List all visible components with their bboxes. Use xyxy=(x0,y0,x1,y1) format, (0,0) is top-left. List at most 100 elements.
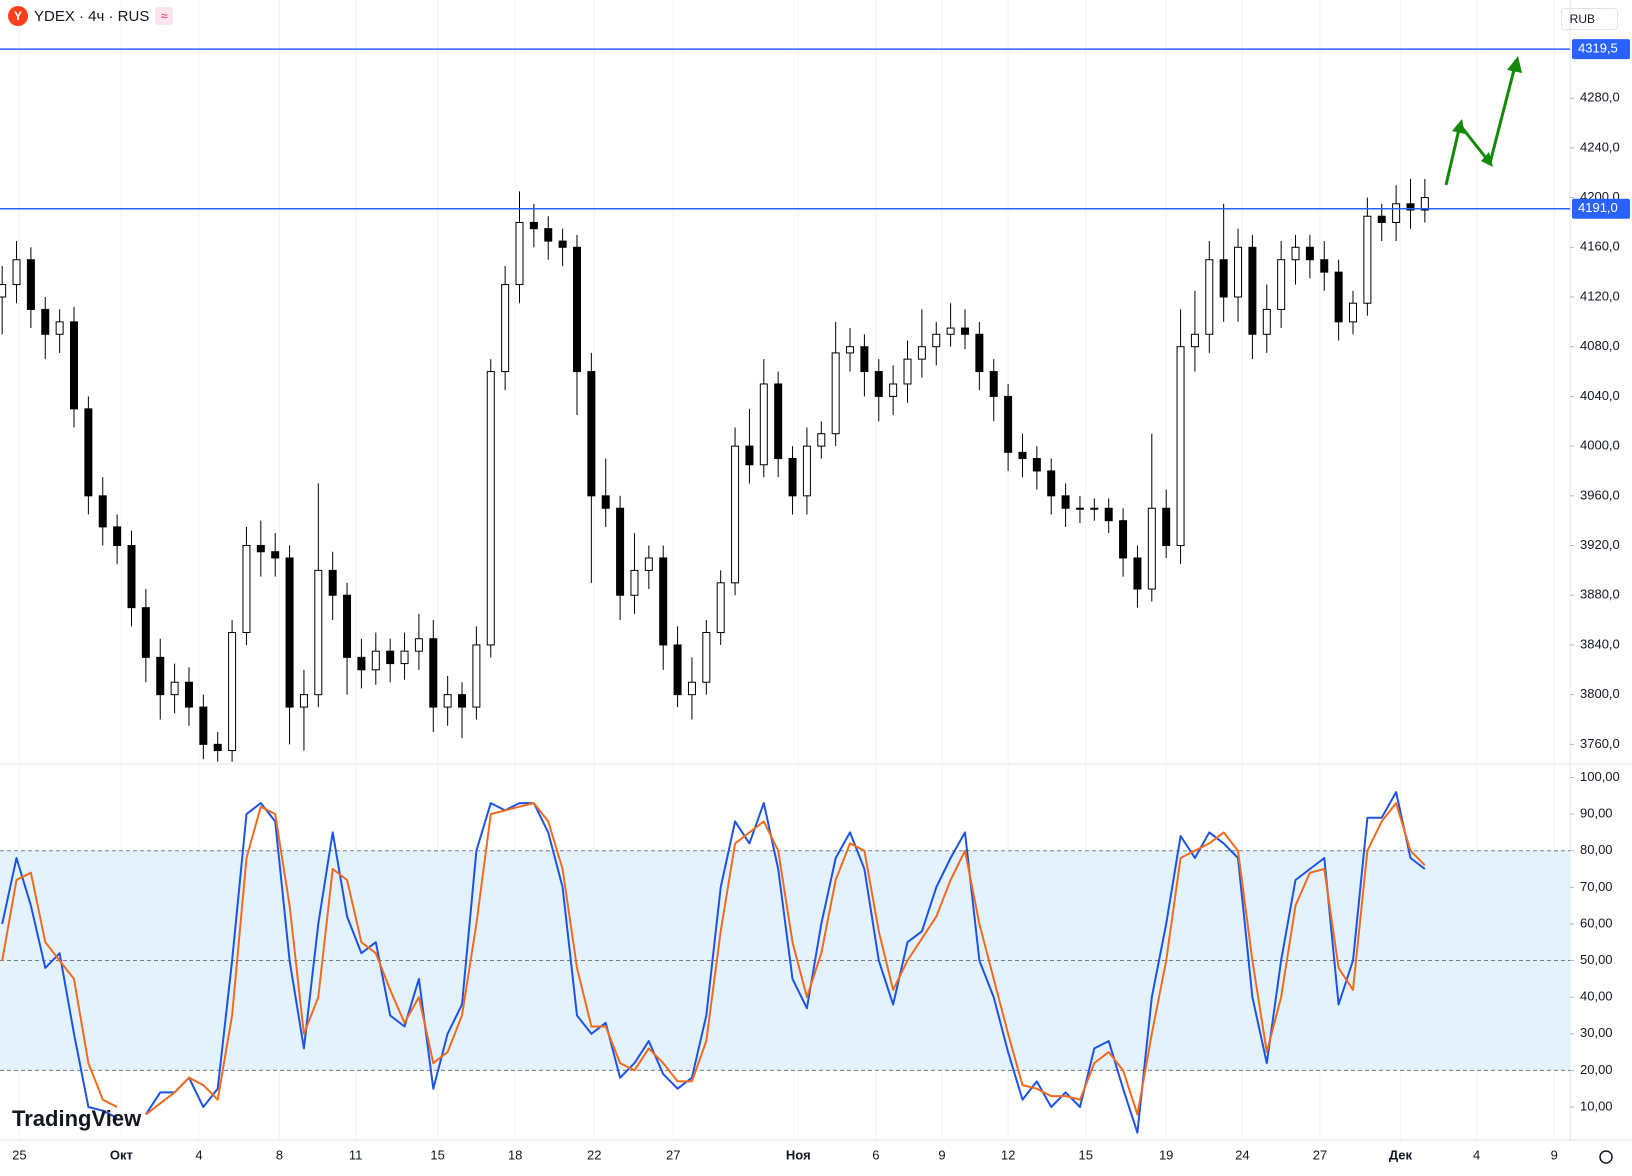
forecast-arrowhead xyxy=(1481,152,1493,167)
candle-body xyxy=(443,694,452,708)
candle-body xyxy=(472,644,481,708)
candle-body xyxy=(314,569,323,696)
x-tick-label: 8 xyxy=(276,1147,283,1162)
y-tick-label: 3800,0 xyxy=(1580,686,1620,701)
candle-body xyxy=(616,507,625,596)
candle-body xyxy=(989,371,998,397)
candle-body xyxy=(558,240,567,248)
candle-body xyxy=(486,371,495,646)
candle-body xyxy=(659,557,668,646)
candle-body xyxy=(0,284,7,298)
candle-body xyxy=(1147,507,1156,590)
candle-body xyxy=(141,607,150,658)
candle-body xyxy=(429,638,438,708)
candle-body xyxy=(903,358,912,385)
status-icon: ≈ xyxy=(155,7,174,25)
y-tick-label: 20,00 xyxy=(1580,1062,1613,1077)
candle-body xyxy=(975,333,984,373)
candle-body xyxy=(716,582,725,634)
candle-body xyxy=(874,371,883,397)
candle-body xyxy=(414,638,423,652)
candle-body xyxy=(731,445,740,584)
forecast-arrowhead xyxy=(1452,119,1465,134)
candle-body xyxy=(1234,246,1243,298)
candle-body xyxy=(70,321,79,410)
y-tick-label: 4120,0 xyxy=(1580,288,1620,303)
candle-body xyxy=(1305,246,1314,261)
candle-body xyxy=(271,551,280,559)
candle-body xyxy=(960,327,969,335)
y-tick-label: 10,00 xyxy=(1580,1098,1613,1113)
candle-body xyxy=(228,632,237,752)
candle-body xyxy=(1320,259,1329,273)
candle-body xyxy=(213,743,222,752)
currency-button[interactable]: RUB xyxy=(1560,8,1618,30)
candle-body xyxy=(41,308,50,335)
candle-body xyxy=(242,545,251,634)
candle-body xyxy=(601,495,610,509)
candle-body xyxy=(1392,203,1401,223)
candle-body xyxy=(860,346,869,373)
y-tick-label: 3920,0 xyxy=(1580,537,1620,552)
y-tick-label: 90,00 xyxy=(1580,806,1613,821)
level-label: 4319,5 xyxy=(1578,41,1618,56)
candle-body xyxy=(26,259,35,310)
candle-body xyxy=(199,706,208,745)
candle-body xyxy=(817,433,826,447)
x-tick-label: 11 xyxy=(349,1147,363,1162)
candle-body xyxy=(587,371,596,497)
candle-body xyxy=(1162,507,1171,547)
symbol-title: YDEX · 4ч · RUS xyxy=(34,7,150,25)
candle-body xyxy=(572,246,581,373)
x-tick-label: 15 xyxy=(430,1147,444,1162)
candle-body xyxy=(644,557,653,571)
x-tick-label: 9 xyxy=(1551,1147,1558,1162)
candle-body xyxy=(529,221,538,230)
y-tick-label: 70,00 xyxy=(1580,879,1613,894)
settings-icon[interactable] xyxy=(1599,1150,1613,1164)
watermark-text: TradingView xyxy=(12,1106,142,1131)
y-tick-label: 4240,0 xyxy=(1580,139,1620,154)
oscillator-line xyxy=(1,802,1426,1116)
candle-body xyxy=(458,694,467,708)
candle-body xyxy=(932,333,941,348)
y-tick-label: 60,00 xyxy=(1580,915,1613,930)
candle-body xyxy=(127,545,136,609)
candle-body xyxy=(1104,507,1113,522)
symbol-logo: Y xyxy=(8,6,28,26)
level-label: 4191,0 xyxy=(1578,200,1618,215)
candle-body xyxy=(1277,259,1286,310)
x-tick-label: 18 xyxy=(508,1147,522,1162)
candle-body xyxy=(745,445,754,466)
x-tick-label: 4 xyxy=(195,1147,202,1162)
symbol-header[interactable]: Y YDEX · 4ч · RUS ≈ xyxy=(8,6,174,26)
candle-body xyxy=(357,656,366,671)
x-tick-label: Ноя xyxy=(786,1147,811,1162)
candle-body xyxy=(1018,451,1027,460)
candle-body xyxy=(328,569,337,596)
candle-body xyxy=(55,321,64,335)
candle-body xyxy=(1004,395,1013,453)
candle-body xyxy=(687,681,696,696)
x-tick-label: 27 xyxy=(1313,1147,1327,1162)
candle-body xyxy=(12,259,21,286)
candle-body xyxy=(1334,271,1343,323)
candle-body xyxy=(802,445,811,497)
y-tick-label: 4080,0 xyxy=(1580,338,1620,353)
candle-body xyxy=(1219,259,1228,298)
candle-body xyxy=(1032,458,1041,472)
candle-body xyxy=(673,644,682,696)
candle-body xyxy=(788,458,797,497)
y-tick-label: 3760,0 xyxy=(1580,736,1620,751)
candle-body xyxy=(98,495,107,528)
candle-body xyxy=(515,221,524,286)
candle-body xyxy=(1176,346,1185,547)
x-tick-label: 24 xyxy=(1235,1147,1249,1162)
candle-body xyxy=(917,346,926,360)
x-tick-label: 15 xyxy=(1078,1147,1092,1162)
x-tick-label: 6 xyxy=(872,1147,879,1162)
candle-body xyxy=(1406,203,1415,211)
